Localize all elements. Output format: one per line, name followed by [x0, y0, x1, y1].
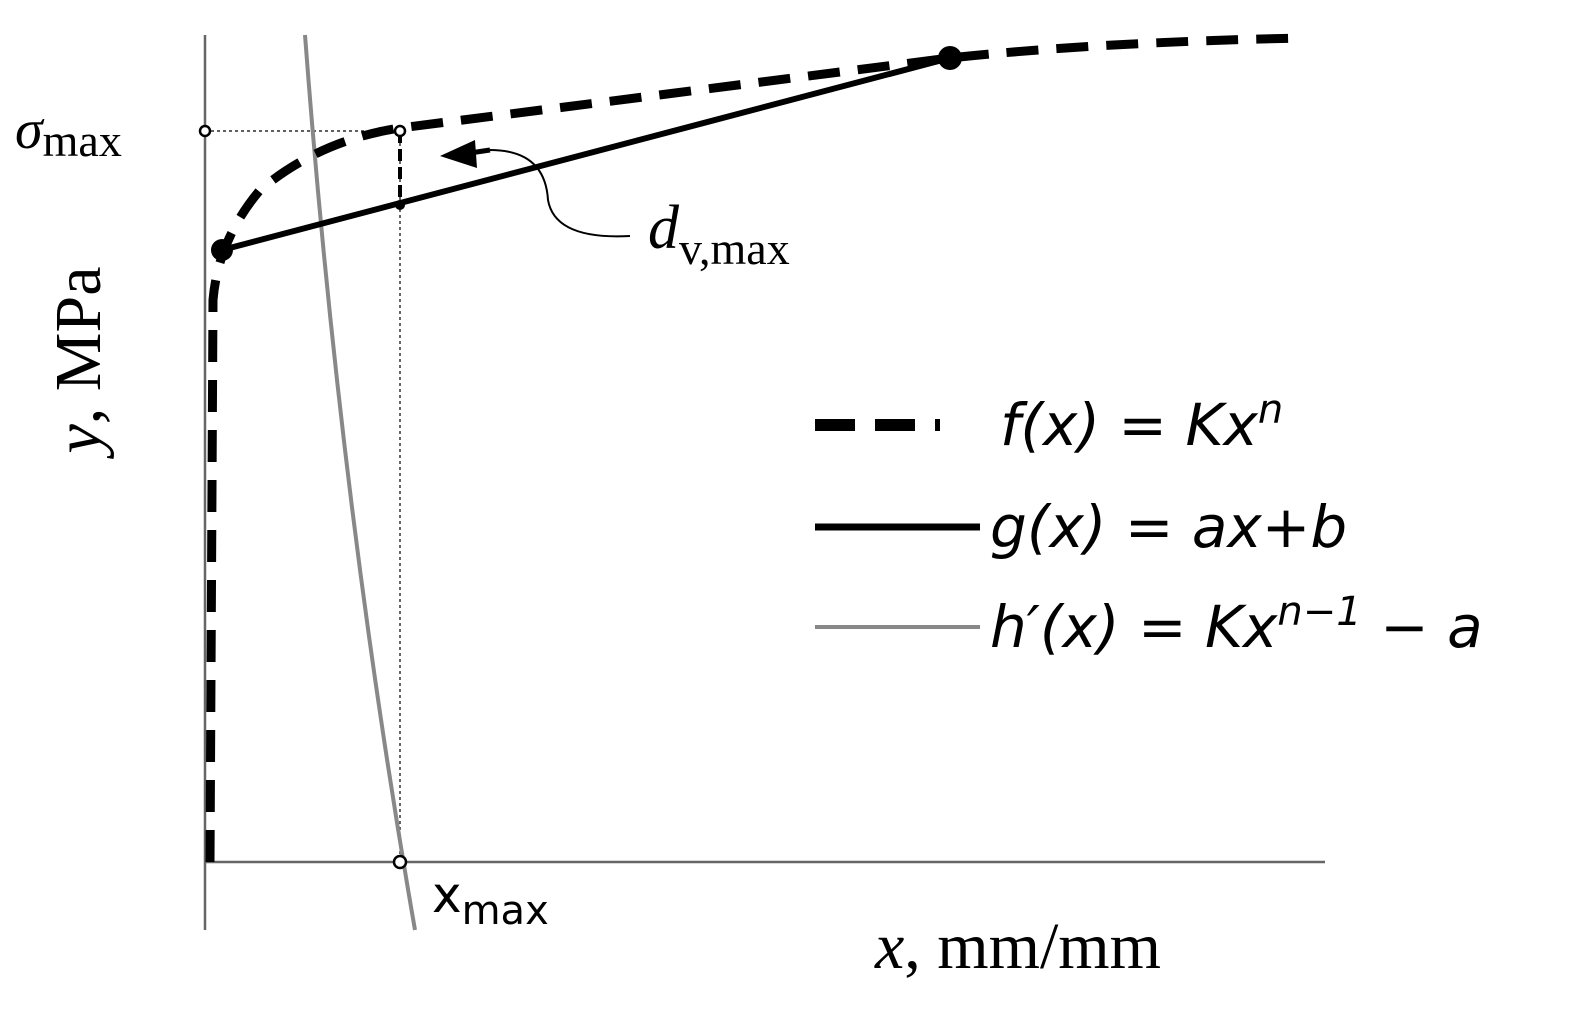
y-axis-label: y, MPa	[42, 267, 115, 460]
superscript: n−1	[1277, 589, 1361, 635]
symbol: σ	[15, 99, 45, 161]
f-curve	[205, 33, 1306, 863]
formula: f(x) = Kx	[1000, 391, 1259, 459]
point	[211, 239, 233, 261]
subscript: v,max	[679, 223, 790, 274]
symbol: d	[648, 194, 680, 262]
point	[393, 124, 407, 138]
variable: y	[42, 423, 115, 459]
unit: , MPa	[42, 267, 115, 425]
d-v-max-label: dv,max	[648, 194, 790, 274]
formula: g(x) = ax+b	[990, 493, 1347, 561]
leader-line	[489, 149, 631, 238]
x-max-label: xmax	[432, 866, 549, 934]
formula-tail: − a	[1362, 593, 1483, 661]
point	[395, 200, 405, 210]
superscript: n	[1258, 387, 1283, 433]
legend-entry: g(x) = ax+b	[990, 493, 1347, 561]
point	[198, 124, 212, 138]
formula: h′(x) = Kx	[990, 593, 1278, 661]
h-prime-curve	[303, 34, 417, 931]
subscript: max	[462, 888, 549, 934]
variable: x	[874, 910, 904, 983]
g-line	[221, 55, 951, 253]
subscript: max	[43, 115, 122, 166]
x-axis-label: x, mm/mm	[874, 910, 1161, 983]
arrow-head	[440, 140, 477, 168]
unit: , mm/mm	[904, 910, 1161, 983]
symbol: x	[432, 866, 462, 924]
legend-entry: h′(x) = Kxn−1 − a	[990, 589, 1483, 661]
point	[938, 46, 962, 70]
sigma-max-label: σmax	[15, 99, 122, 166]
legend-entry: f(x) = Kxn	[1000, 387, 1283, 459]
point	[392, 854, 408, 870]
